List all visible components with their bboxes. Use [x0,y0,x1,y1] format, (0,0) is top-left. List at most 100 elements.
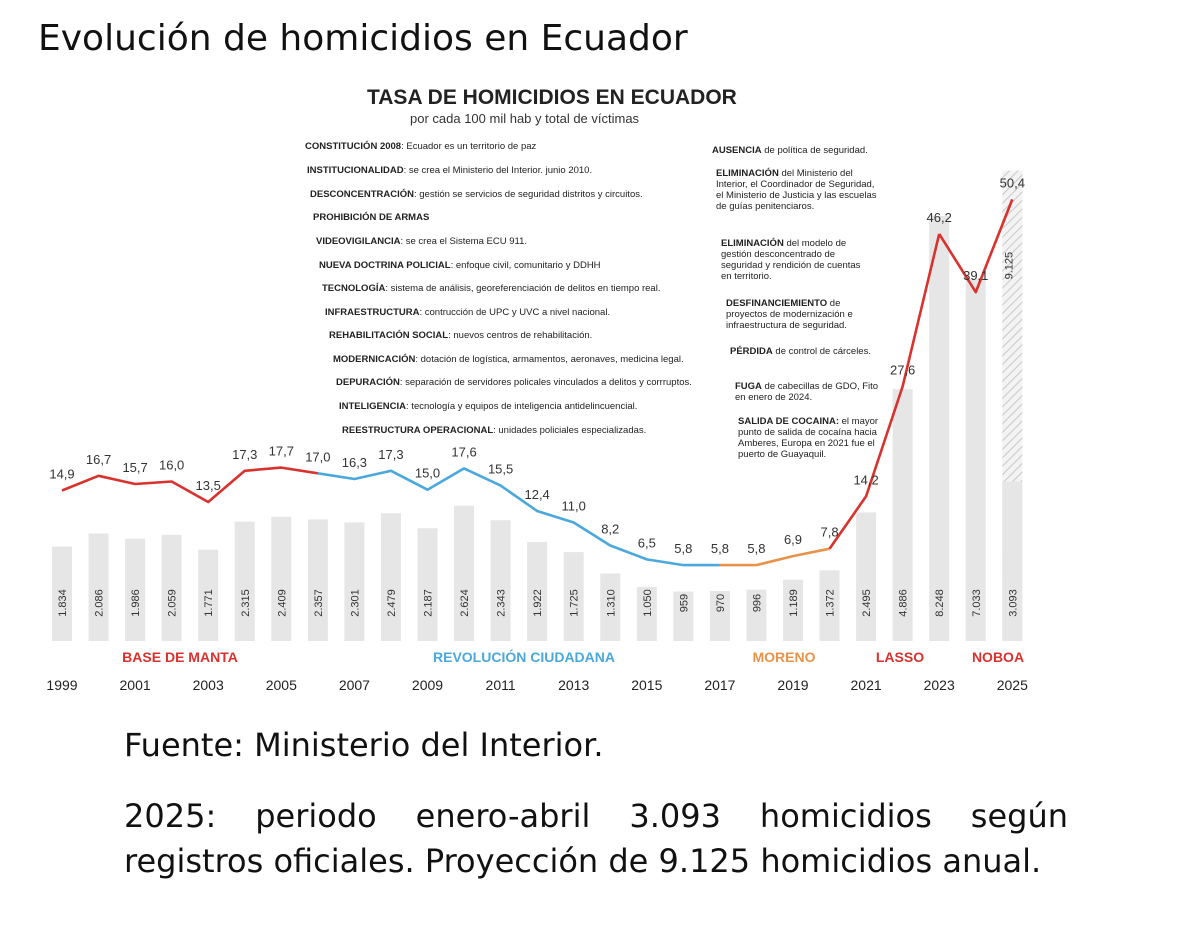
policy-note-keyword: DEPURACIÓN [336,377,400,388]
victims-label: 4.886 [898,589,910,617]
policy-note: PÉRDIDA de control de cárceles. [730,346,880,357]
policy-note-text: de proyectos de modernización e infraest… [726,298,853,331]
policy-note: SALIDA DE COCAINA: el mayor punto de sal… [738,416,888,460]
victims-label: 7.033 [971,589,983,617]
victims-bar [52,546,72,641]
rate-label: 39,1 [963,268,988,283]
victims-label: 1.050 [642,589,654,617]
victims-label: 959 [678,594,690,612]
policy-note-text: : se crea el Ministerio del Interior. ju… [403,165,593,176]
policy-note: CONSTITUCIÓN 2008: Ecuador es un territo… [305,141,536,152]
x-tick-label: 2009 [412,677,443,693]
rate-label: 5,8 [747,541,765,556]
victims-bar [380,513,401,641]
victims-bar [709,590,730,641]
rate-label: 12,4 [524,487,549,502]
rate-label: 5,8 [711,541,729,556]
period-label: LASSO [876,649,924,665]
victims-bar [673,591,694,641]
policy-note-keyword: REHABILITACIÓN SOCIAL [329,330,449,341]
x-tick-label: 2015 [631,677,662,693]
x-tick-label: 2007 [339,677,370,693]
rate-label: 16,3 [342,455,367,470]
policy-note: DESCONCENTRACIÓN: gestión se servicios d… [310,189,643,200]
victims-label: 1.189 [788,589,800,617]
victims-label: 2.495 [861,589,873,617]
rate-label: 16,0 [159,458,184,473]
rate-label: 17,3 [378,447,403,462]
policy-note-text: el mayor punto de salida de cocaína haci… [738,416,879,460]
victims-bar [600,573,621,641]
policy-note: TECNOLOGÍA: sistema de análisis, georefe… [322,283,660,294]
x-tick-label: 2017 [704,677,735,693]
policy-note: DEPURACIÓN: separación de servidores pol… [336,377,692,388]
victims-label: 3.093 [1007,589,1019,617]
victims-bar [307,519,328,641]
policy-note-keyword: VIDEOVIGILANCIA [316,236,401,247]
policy-note-keyword: FUGA [735,381,762,392]
rate-label: 11,0 [562,499,586,514]
policy-note-text: : dotación de logística, armamentos, aer… [415,354,684,365]
footnote: 2025: periodo enero-abril 3.093 homicidi… [124,797,1068,880]
victims-bar [234,521,255,641]
x-tick-label: 2025 [997,677,1028,693]
policy-note-keyword: ELIMINACIÓN [716,168,779,179]
projection-label: 9.125 [1003,252,1015,280]
x-tick-label: 1999 [46,677,77,693]
policy-note-text: de política de seguridad. [761,145,868,156]
policy-note-text: : contrucción de UPC y UVC a nivel nacio… [419,307,611,318]
rate-label: 15,0 [415,466,440,481]
victims-label: 8.248 [934,589,946,617]
x-tick-label: 2011 [486,677,516,693]
policy-note-keyword: SALIDA DE COCAINA: [738,416,839,427]
rate-line-segment [719,547,830,567]
rate-label: 13,5 [196,478,221,493]
victims-label: 2.479 [386,589,398,617]
policy-note-keyword: INFRAESTRUCTURA [325,307,420,318]
period-label: BASE DE MANTA [122,649,238,665]
policy-note: FUGA de cabecillas de GDO, Fito en enero… [735,381,885,403]
policy-note: INTELIGENCIA: tecnología y equipos de in… [339,401,637,412]
x-tick-label: 2005 [266,677,297,693]
policy-note-keyword: REESTRUCTURA OPERACIONAL [342,425,494,436]
victims-label: 1.725 [569,589,581,617]
victims-bar [454,505,475,641]
victims-label: 2.624 [459,589,471,617]
victims-bar [929,215,950,641]
policy-note: AUSENCIA de política de seguridad. [712,145,897,156]
victims-label: 1.834 [57,589,69,617]
victims-bar [417,528,438,641]
victims-label: 1.922 [532,589,544,617]
policy-note-text: : se crea el Sistema ECU 911. [400,236,527,247]
policy-note-keyword: PROHIBICIÓN DE ARMAS [313,212,430,223]
victims-label: 2.059 [167,589,179,617]
rate-label: 15,5 [488,462,513,477]
policy-note: PROHIBICIÓN DE ARMAS [313,212,429,223]
page-title: Evolución de homicidios en Ecuador [38,18,688,59]
rate-label: 14,9 [49,467,74,482]
policy-note-keyword: DESCONCENTRACIÓN [310,189,414,200]
victims-label: 1.310 [605,589,617,617]
x-tick-label: 2023 [924,677,955,693]
victims-label: 2.086 [94,589,106,617]
chart-title: TASA DE HOMICIDIOS EN ECUADOR [367,86,737,109]
policy-note: VIDEOVIGILANCIA: se crea el Sistema ECU … [316,236,527,247]
rate-label: 17,0 [305,449,330,464]
policy-note-text: : Ecuador es un territorio de paz [401,141,537,152]
source-note: Fuente: Ministerio del Interior. [124,726,604,764]
homicide-chart: 9.125 1.834 2.086 1.986 2.059 1.771 2.315 2.409… [46,170,1028,693]
rate-label: 5,8 [674,541,692,556]
policy-note-text: : unidades policiales especializadas. [493,425,647,436]
victims-bar [1002,481,1023,641]
x-tick-label: 2003 [193,677,224,693]
victims-bar [892,389,913,641]
victims-bar [344,522,365,641]
victims-label: 996 [751,594,763,612]
victims-label: 2.409 [276,589,288,617]
rate-label: 17,3 [232,447,257,462]
victims-bar [527,541,548,641]
rate-line-segment [61,466,319,504]
victims-label: 1.771 [203,589,215,617]
victims-label: 1.986 [130,589,142,617]
victims-label: 2.315 [240,589,252,617]
